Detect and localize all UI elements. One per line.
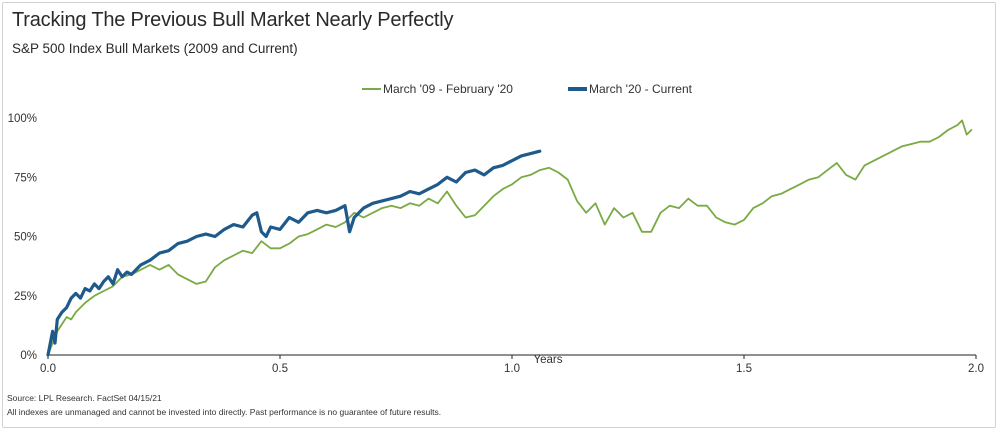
- x-axis-label: Years: [534, 354, 563, 366]
- y-tick-label: 50%: [14, 232, 37, 244]
- legend-swatch-2009: [362, 88, 381, 90]
- y-tick-label: 25%: [14, 291, 37, 303]
- chart-subtitle: S&P 500 Index Bull Markets (2009 and Cur…: [12, 41, 298, 56]
- x-tick-label: 1.0: [504, 363, 520, 375]
- chart-title: Tracking The Previous Bull Market Nearly…: [12, 9, 454, 31]
- footer-disclaimer: All indexes are unmanaged and cannot be …: [7, 407, 442, 417]
- legend-label-2009: March '09 - February '20: [383, 82, 513, 96]
- x-tick-label: 2.0: [968, 363, 984, 375]
- legend-swatch-2020: [568, 87, 587, 91]
- chart-legend: March '09 - February '20 March '20 - Cur…: [0, 82, 1000, 100]
- y-tick-label: 100%: [8, 113, 37, 125]
- footer-source: Source: LPL Research. FactSet 04/15/21: [7, 393, 162, 403]
- chart-series: [46, 119, 973, 357]
- y-tick-label: 75%: [14, 172, 37, 184]
- x-tick-label: 0.0: [40, 363, 56, 375]
- series-line-1: [46, 149, 542, 357]
- y-tick-label: 0%: [20, 350, 37, 362]
- legend-label-2020: March '20 - Current: [589, 82, 692, 96]
- chart-ticks: 0.0 0.5 1.0 1.5 2.0 0% 25% 50% 75% 100% Years: [8, 113, 984, 375]
- x-tick-label: 1.5: [736, 363, 752, 375]
- legend-item-2020: March '20 - Current: [568, 82, 692, 96]
- legend-item-2009: March '09 - February '20: [362, 82, 513, 96]
- series-line-0: [47, 119, 973, 356]
- x-tick-label: 0.5: [272, 363, 288, 375]
